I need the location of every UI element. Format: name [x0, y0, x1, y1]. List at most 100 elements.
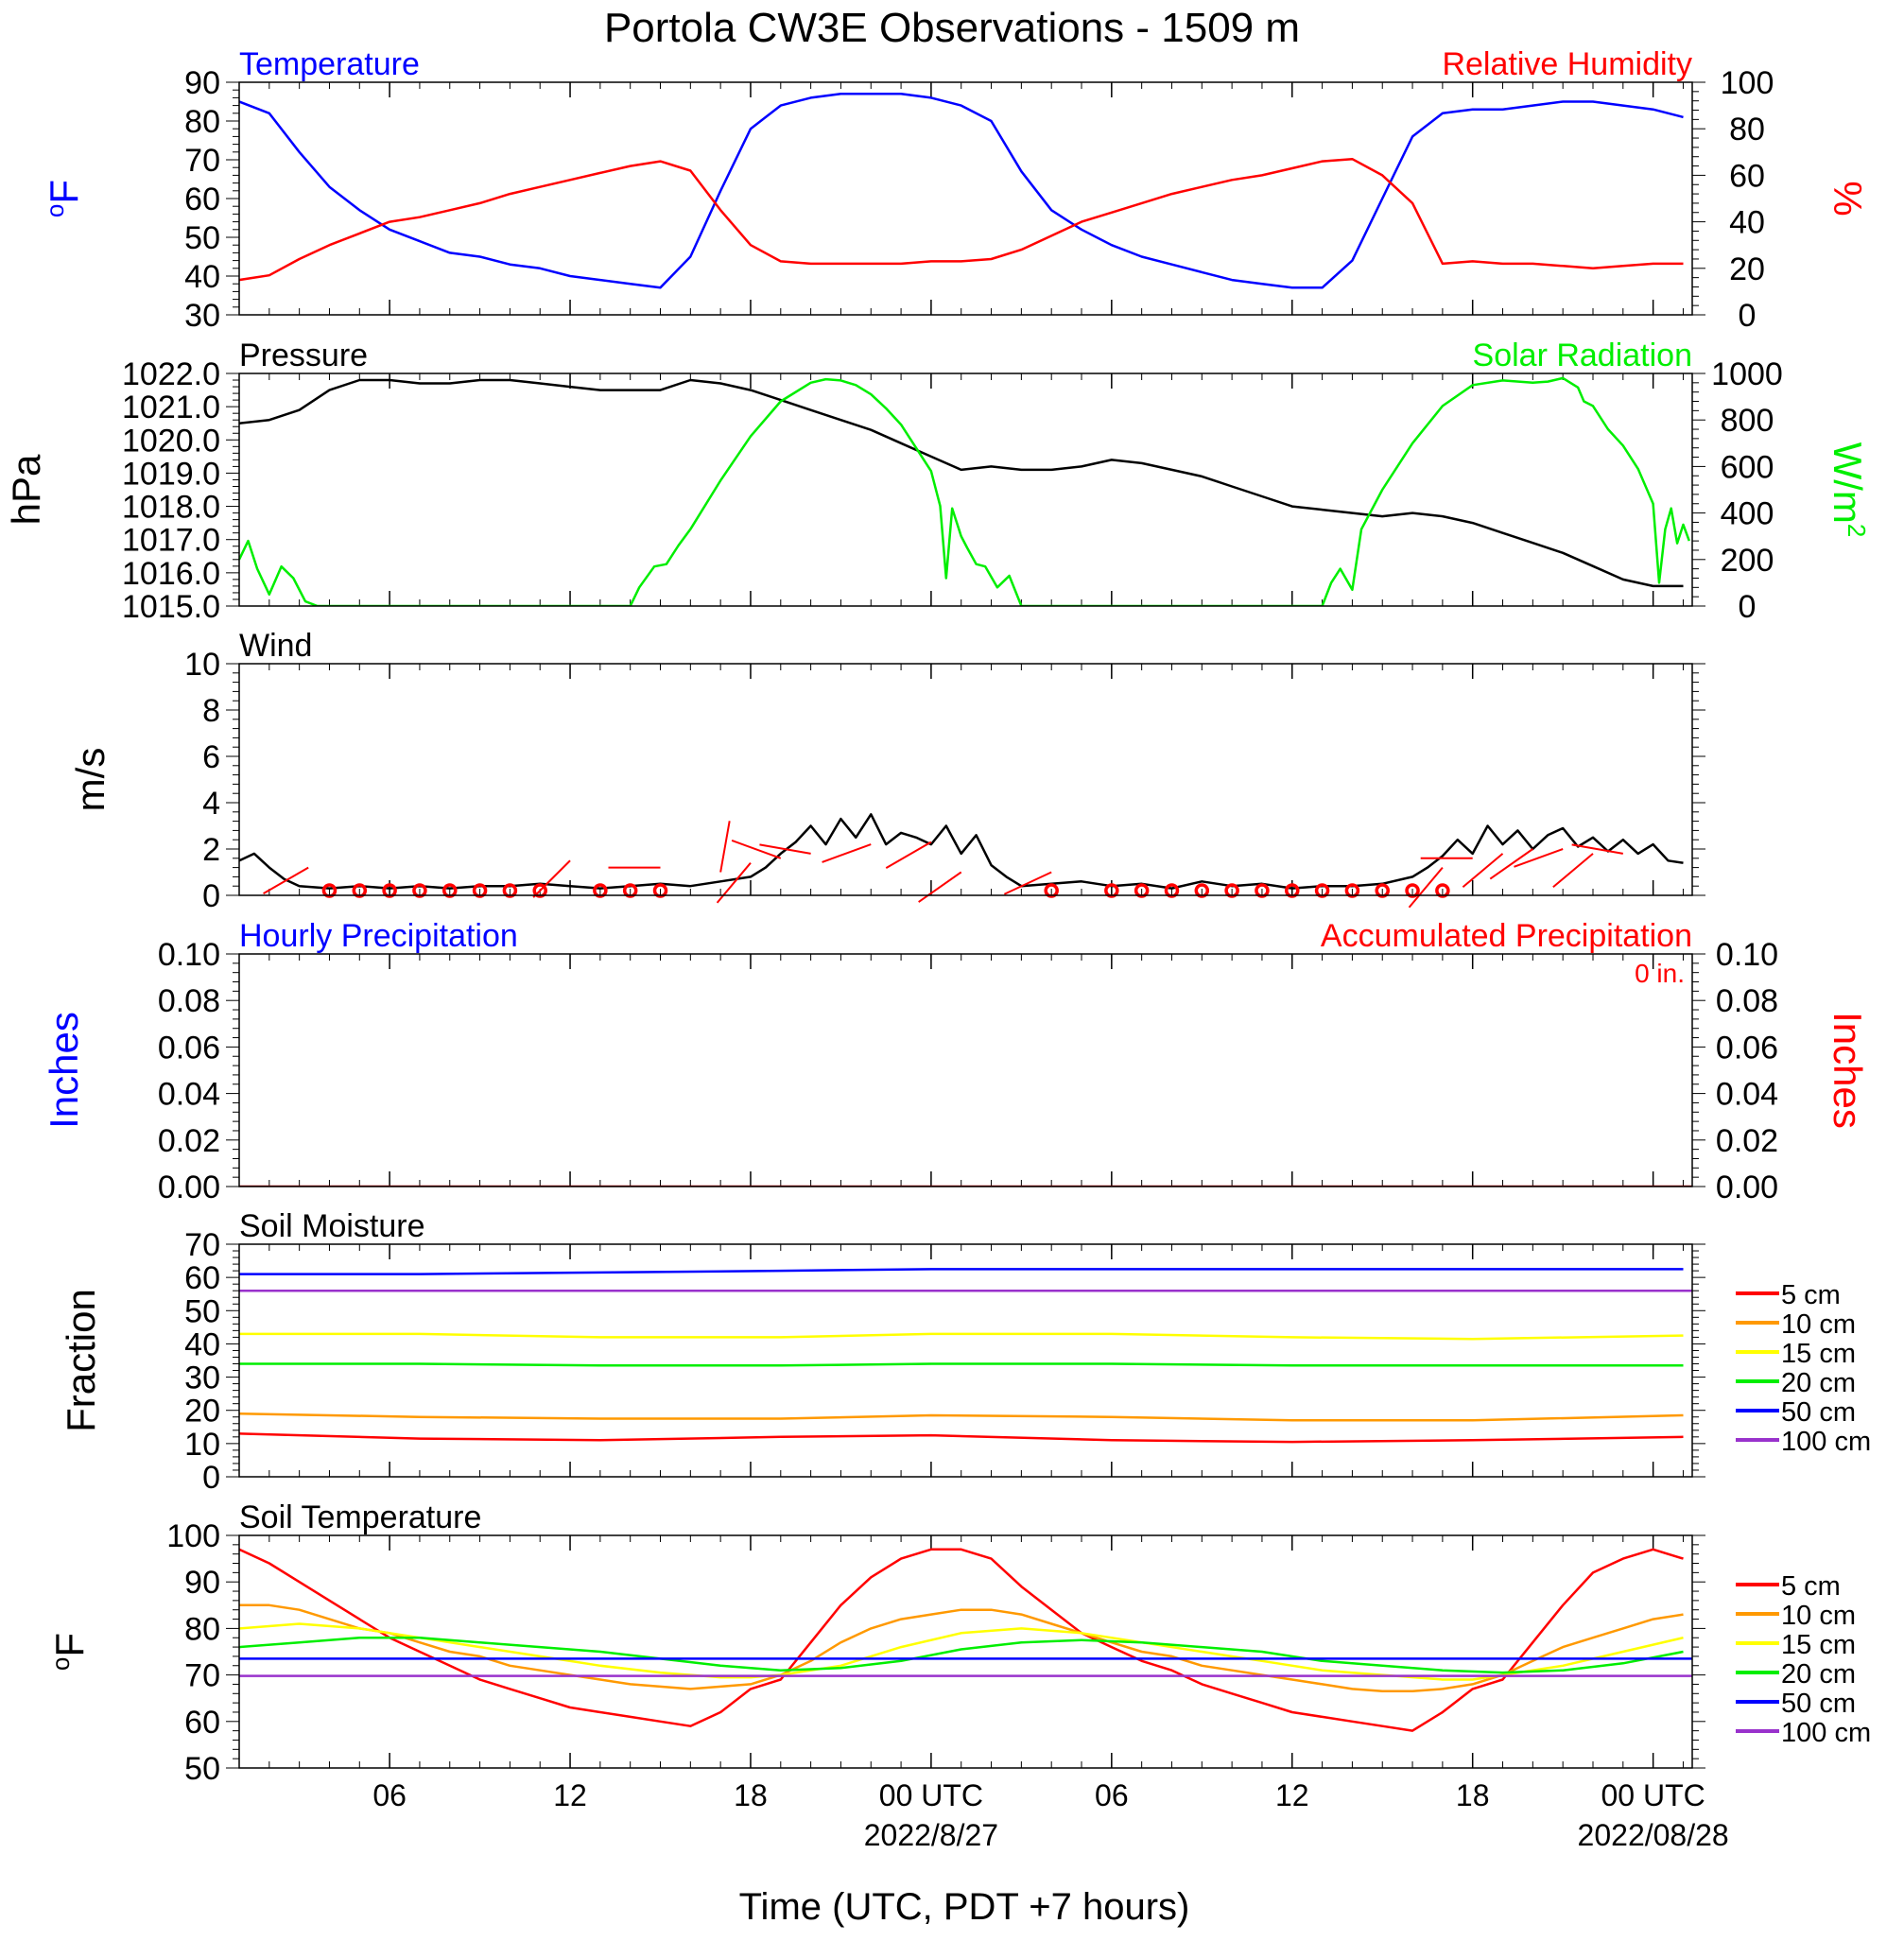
y-left-tick-label: 0.10	[158, 937, 220, 973]
series-pressure_solar-right-line	[239, 376, 1690, 606]
calm-wind-marker	[1134, 883, 1150, 898]
wind-barb	[759, 843, 811, 855]
y-right-tick-label: 20	[1729, 251, 1765, 287]
x-minor-ticks	[238, 82, 1684, 315]
x-tick-date: 2022/08/28	[1578, 1818, 1729, 1852]
series-soil_moisture-50-cm-line	[239, 1268, 1684, 1275]
wind-barb	[1514, 848, 1564, 868]
y-right-tick-label: 60	[1729, 158, 1765, 194]
wind-barb	[1552, 853, 1594, 889]
series-soil_moisture-20-cm-line	[239, 1362, 1684, 1367]
y-left-tick-label: 30	[184, 1360, 220, 1396]
calm-wind-marker	[532, 883, 547, 898]
wind-barb	[1489, 848, 1533, 880]
y-left-tick-label: 40	[184, 1326, 220, 1362]
series-temp_rh-right-line	[239, 157, 1684, 282]
calm-wind-marker	[1285, 883, 1300, 898]
series-temp_rh-left-line	[239, 93, 1684, 289]
y-left-tick-label: 0	[202, 1460, 220, 1496]
series-group	[239, 1548, 1692, 1732]
series-soil_moisture-5-cm-line	[239, 1432, 1684, 1444]
page-title: Portola CW3E Observations - 1509 m	[604, 5, 1300, 51]
panel-title-right: Accumulated Precipitation	[1321, 918, 1692, 954]
calm-wind-marker	[1044, 883, 1059, 898]
wind-barb	[1571, 843, 1623, 855]
y-left-tick-label: 8	[202, 693, 220, 729]
series-group	[239, 1268, 1692, 1444]
y-right-tick-label: 600	[1721, 449, 1774, 485]
legend-entry: 5 cm	[1781, 1571, 1841, 1602]
y-left-tick-label: 80	[184, 1611, 220, 1647]
series-group	[239, 376, 1690, 606]
x-tick-date: 2022/8/27	[864, 1818, 998, 1852]
x-tick-label: 06	[372, 1778, 407, 1812]
y-right-tick-label: 800	[1721, 403, 1774, 439]
y-left-tick-label: 50	[184, 1751, 220, 1787]
y-left-tick-label: 1015.0	[122, 589, 220, 625]
calm-wind-marker	[1164, 883, 1180, 898]
y-left-tick-label: 70	[184, 1658, 220, 1694]
x-minor-ticks	[238, 1244, 1684, 1477]
y-left-tick-label: 6	[202, 739, 220, 775]
legend-entry: 100 cm	[1781, 1427, 1871, 1457]
y-left-tick-label: 0.00	[158, 1170, 220, 1205]
wind-barb	[1408, 866, 1444, 909]
legend-entry: 50 cm	[1781, 1397, 1856, 1428]
panel-wind: 0 2 4 6 8 10 Wind m/s	[68, 628, 1705, 914]
x-tick-label: 00 UTC	[1601, 1778, 1705, 1812]
x-tick-label: 00 UTC	[879, 1778, 983, 1812]
y-right-tick-label: 0.06	[1716, 1030, 1778, 1066]
y-left-tick-label: 1022.0	[122, 356, 220, 392]
y-right-axis-label: W/m2	[1826, 442, 1871, 538]
x-minor-ticks	[238, 954, 1684, 1187]
panel-frame	[238, 373, 1693, 607]
y-left-tick-label: 0.02	[158, 1123, 220, 1159]
y-left-tick-label: 90	[184, 1565, 220, 1601]
y-left-axis-label: oF	[46, 1633, 92, 1671]
series-soil_moisture-10-cm-line	[239, 1412, 1684, 1422]
wind-barb	[532, 859, 571, 898]
y-right-tick-label: 100	[1721, 65, 1774, 101]
y-left-tick-label: 60	[184, 182, 220, 217]
wind-barb	[885, 841, 932, 870]
legend-entry: 15 cm	[1781, 1339, 1856, 1369]
y-left-tick-label: 0.08	[158, 983, 220, 1019]
y-left-tick-label: 80	[184, 104, 220, 140]
panel-title-left: Hourly Precipitation	[239, 918, 518, 954]
y-right-tick-label: 0.02	[1716, 1123, 1778, 1159]
legend-entry: 50 cm	[1781, 1689, 1856, 1719]
x-tick-label: 18	[734, 1778, 768, 1812]
y-left-tick-label: 100	[166, 1518, 220, 1554]
legend-entry: 10 cm	[1781, 1309, 1856, 1340]
y-left-tick-label: 10	[184, 1427, 220, 1463]
y-left-tick-label: 1019.0	[122, 456, 220, 492]
calm-wind-marker	[652, 883, 668, 898]
y-left-tick-label: 2	[202, 832, 220, 868]
x-tick-label: 18	[1456, 1778, 1490, 1812]
series-soil_temp-10-cm-line	[239, 1603, 1684, 1693]
y-left-axis-label: m/s	[68, 748, 113, 812]
series-soil_temp-15-cm-line	[239, 1622, 1684, 1681]
series-soil_temp-20-cm-line	[239, 1636, 1684, 1674]
y-left-tick-label: 60	[184, 1260, 220, 1296]
panel-pressure_solar: 1015.01016.01017.01018.01019.01020.01021…	[4, 338, 1871, 625]
panel-frame	[238, 81, 1693, 316]
panel-frame	[238, 953, 1693, 1187]
y-left-tick-label: 40	[184, 259, 220, 295]
y-left-axis-label: hPa	[4, 454, 48, 525]
y-right-tick-label: 1000	[1711, 356, 1783, 392]
y-left-tick-label: 1018.0	[122, 490, 220, 526]
y-right-tick-label: 40	[1729, 205, 1765, 241]
legend-entry: 10 cm	[1781, 1601, 1856, 1631]
x-axis-label: Time (UTC, PDT +7 hours)	[739, 1886, 1190, 1928]
y-left-tick-label: 1021.0	[122, 390, 220, 425]
series-soil_temp-5-cm-line	[239, 1548, 1684, 1732]
wind-barb	[1003, 871, 1052, 895]
wind-barb	[731, 840, 782, 859]
y-right-tick-label: 0	[1739, 589, 1757, 625]
panel-precip: 0.00 0.02 0.04 0.06 0.08 0.10 0.00 0.02 0.04 0.06…	[42, 918, 1870, 1205]
legend-entry: 100 cm	[1781, 1718, 1871, 1748]
